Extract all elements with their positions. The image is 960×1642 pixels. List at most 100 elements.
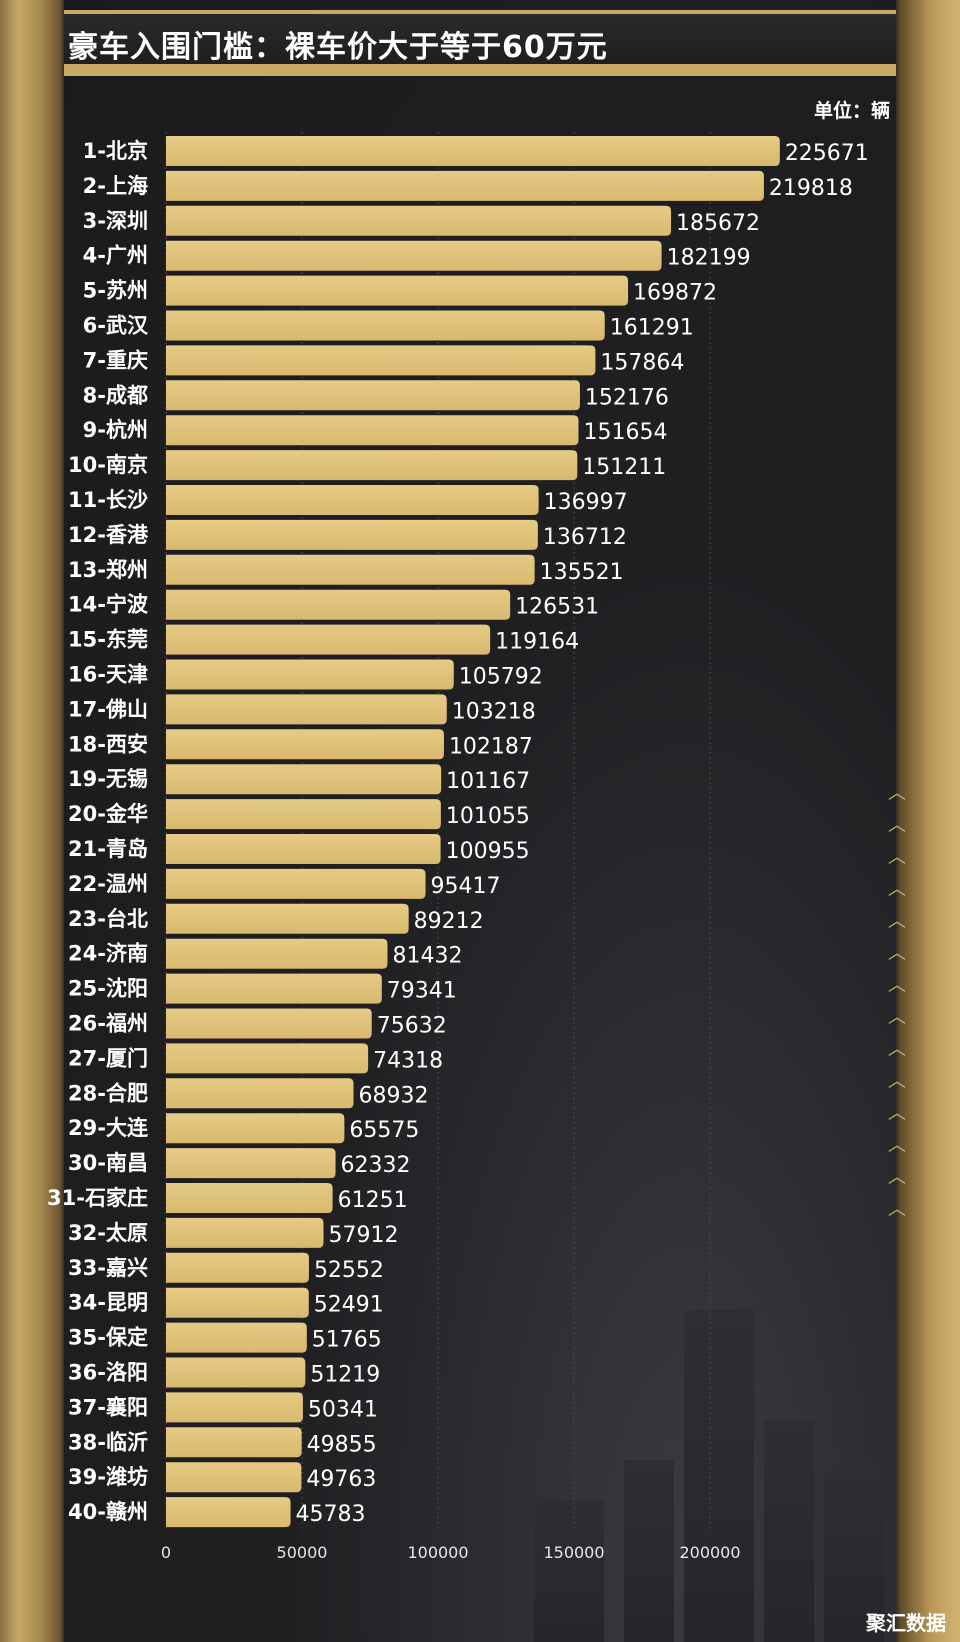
bar bbox=[166, 1427, 302, 1458]
category-label: 16-天津 bbox=[68, 663, 148, 687]
chevron-up-icon: ︿ bbox=[888, 943, 906, 964]
value-label: 101167 bbox=[446, 769, 530, 794]
category-label: 23-台北 bbox=[68, 907, 148, 931]
bar bbox=[166, 834, 441, 864]
bar bbox=[166, 973, 382, 1004]
bar bbox=[166, 1078, 354, 1109]
category-label: 4-广州 bbox=[83, 244, 148, 268]
value-label: 182199 bbox=[667, 246, 751, 271]
category-label: 9-杭州 bbox=[83, 418, 148, 442]
category-label: 7-重庆 bbox=[83, 348, 148, 372]
unit-label: 单位：辆 bbox=[813, 100, 890, 122]
skyline-building bbox=[684, 1310, 754, 1642]
bar bbox=[166, 1217, 324, 1248]
bar bbox=[166, 1462, 302, 1493]
value-label: 136997 bbox=[544, 490, 628, 515]
bar bbox=[166, 1043, 369, 1074]
bar bbox=[166, 554, 535, 585]
chevron-up-icon: ︿ bbox=[888, 847, 906, 868]
value-label: 105792 bbox=[459, 665, 543, 690]
bar bbox=[166, 1148, 336, 1179]
bar bbox=[166, 694, 447, 725]
chevron-up-icon: ︿ bbox=[888, 1103, 906, 1124]
category-label: 8-成都 bbox=[83, 383, 148, 407]
skyline-building bbox=[764, 1420, 814, 1642]
title-band bbox=[64, 10, 896, 76]
skyline-building bbox=[534, 1500, 604, 1642]
category-label: 19-无锡 bbox=[68, 767, 148, 791]
bar bbox=[166, 240, 662, 271]
category-label: 20-金华 bbox=[68, 802, 148, 826]
bar bbox=[166, 1008, 372, 1039]
value-label: 119164 bbox=[495, 630, 579, 655]
bar bbox=[166, 1252, 309, 1283]
value-label: 157864 bbox=[600, 350, 684, 375]
value-label: 225671 bbox=[785, 141, 869, 166]
bar bbox=[166, 415, 579, 446]
category-label: 6-武汉 bbox=[83, 314, 149, 338]
category-label: 37-襄阳 bbox=[68, 1395, 148, 1419]
chevron-up-icon: ︿ bbox=[888, 879, 906, 900]
category-label: 12-香港 bbox=[68, 523, 149, 547]
value-label: 52491 bbox=[314, 1293, 384, 1318]
value-label: 45783 bbox=[296, 1502, 366, 1527]
value-label: 136712 bbox=[543, 525, 627, 550]
x-tick-label: 0 bbox=[161, 1543, 171, 1562]
category-label: 18-西安 bbox=[68, 732, 148, 756]
chevron-up-icon: ︿ bbox=[888, 975, 906, 996]
value-label: 62332 bbox=[341, 1153, 411, 1178]
category-label: 11-长沙 bbox=[68, 488, 148, 512]
value-label: 169872 bbox=[633, 281, 717, 306]
value-label: 152176 bbox=[585, 385, 669, 410]
bar bbox=[166, 1287, 309, 1318]
bar bbox=[166, 1497, 291, 1528]
category-label: 25-沈阳 bbox=[68, 977, 148, 1001]
decorative-arrows: ︿ ︿ ︿ ︿ ︿ ︿ ︿ ︿ ︿ ︿ ︿ ︿ ︿ ︿ bbox=[888, 778, 906, 1226]
bar bbox=[166, 170, 764, 201]
category-label: 2-上海 bbox=[83, 174, 148, 198]
category-label: 39-潍坊 bbox=[68, 1465, 148, 1489]
bar bbox=[166, 380, 580, 411]
bar bbox=[166, 938, 388, 969]
category-label: 17-佛山 bbox=[68, 697, 148, 721]
bar bbox=[166, 1392, 303, 1423]
category-label: 36-洛阳 bbox=[68, 1361, 148, 1385]
chevron-up-icon: ︿ bbox=[888, 1039, 906, 1060]
chevron-up-icon: ︿ bbox=[888, 911, 906, 932]
x-tick-label: 150000 bbox=[543, 1543, 604, 1562]
category-label: 29-大连 bbox=[68, 1116, 149, 1140]
value-label: 89212 bbox=[414, 909, 484, 934]
value-label: 74318 bbox=[373, 1048, 443, 1073]
bar bbox=[166, 903, 409, 934]
value-label: 151654 bbox=[583, 420, 667, 445]
category-label: 21-青岛 bbox=[68, 837, 148, 861]
value-label: 95417 bbox=[431, 874, 501, 899]
bar bbox=[166, 868, 426, 899]
chevron-up-icon: ︿ bbox=[888, 783, 906, 804]
chevron-up-icon: ︿ bbox=[888, 1135, 906, 1156]
value-label: 65575 bbox=[349, 1118, 419, 1143]
value-label: 49763 bbox=[306, 1467, 376, 1492]
category-label: 10-南京 bbox=[68, 453, 148, 477]
bar bbox=[166, 799, 441, 830]
category-label: 27-厦门 bbox=[68, 1046, 148, 1070]
category-label: 28-合肥 bbox=[68, 1081, 148, 1105]
category-label: 5-苏州 bbox=[83, 279, 148, 303]
category-label: 14-宁波 bbox=[68, 593, 149, 617]
value-label: 101055 bbox=[446, 804, 530, 829]
bar bbox=[166, 659, 454, 690]
bar bbox=[166, 485, 539, 515]
bar bbox=[166, 275, 629, 306]
x-tick-label: 200000 bbox=[679, 1543, 740, 1562]
value-label: 103218 bbox=[452, 699, 536, 724]
category-label: 3-深圳 bbox=[83, 209, 148, 233]
category-label: 24-济南 bbox=[68, 942, 148, 966]
value-label: 161291 bbox=[610, 316, 694, 341]
category-label: 32-太原 bbox=[68, 1221, 148, 1245]
bar bbox=[166, 729, 444, 760]
category-label: 26-福州 bbox=[68, 1012, 148, 1036]
bar bbox=[166, 136, 780, 166]
value-label: 81432 bbox=[392, 944, 462, 969]
